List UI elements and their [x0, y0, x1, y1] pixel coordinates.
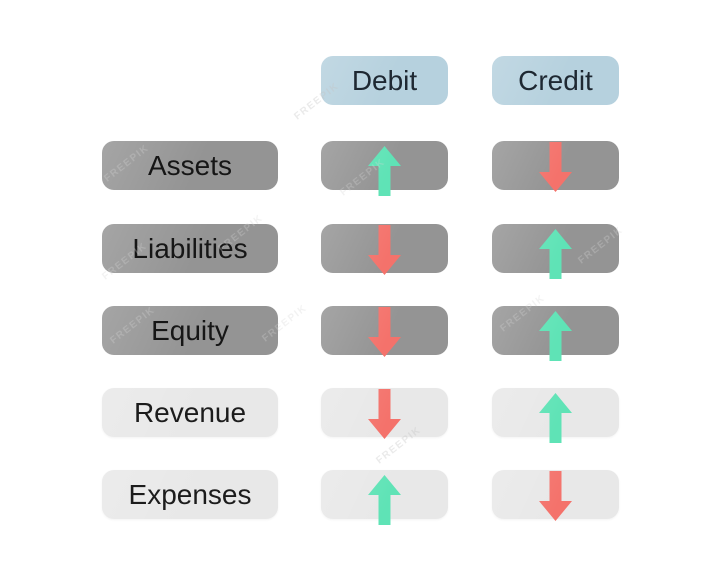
column-header-debit: Debit [321, 56, 448, 105]
down-arrow-icon [539, 141, 572, 192]
assets-debit-cell [321, 141, 448, 196]
row-label-liabilities-text: Liabilities [132, 232, 248, 264]
column-header-debit-label: Debit [351, 64, 418, 96]
equity-debit-cell [321, 306, 448, 357]
down-arrow-icon [368, 224, 401, 275]
down-arrow-icon [368, 306, 401, 357]
expenses-debit-cell [321, 470, 448, 525]
up-arrow-icon [368, 474, 401, 525]
up-arrow-icon [539, 392, 572, 443]
liabilities-credit-cell [492, 224, 619, 279]
revenue-debit-cell [321, 388, 448, 439]
row-label-liabilities: Liabilities [102, 224, 278, 273]
row-label-equity-text: Equity [151, 314, 229, 346]
down-arrow-icon [368, 388, 401, 439]
row-label-assets: Assets [102, 141, 278, 190]
up-arrow-icon [368, 145, 401, 196]
row-label-assets-text: Assets [147, 149, 233, 181]
up-arrow-icon [539, 228, 572, 279]
assets-credit-cell [492, 141, 619, 192]
revenue-credit-cell [492, 388, 619, 443]
column-header-credit-label: Credit [518, 64, 593, 96]
up-arrow-icon [539, 310, 572, 361]
row-label-expenses-text: Expenses [128, 478, 252, 510]
expenses-credit-cell [492, 470, 619, 521]
row-label-equity: Equity [102, 306, 278, 355]
row-label-expenses: Expenses [102, 470, 278, 519]
row-label-revenue-text: Revenue [133, 396, 247, 428]
row-label-revenue: Revenue [102, 388, 278, 437]
down-arrow-icon [539, 470, 572, 521]
column-header-credit: Credit [492, 56, 619, 105]
equity-credit-cell [492, 306, 619, 361]
liabilities-debit-cell [321, 224, 448, 275]
